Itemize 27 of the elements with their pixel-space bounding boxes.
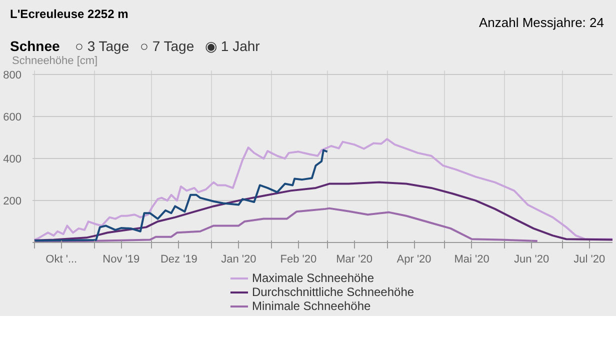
line-series [33, 207, 538, 242]
y-tick-label: 400 [3, 154, 22, 166]
text: ◉ 1 Jahr [205, 37, 260, 56]
legend-label: Minimale Schneehöhe [252, 299, 371, 313]
y-axis-title: Schneehöhe [cm] [12, 54, 98, 69]
x-tick-label: Feb '20 [280, 254, 317, 266]
text: ○ 3 Tage [75, 37, 130, 56]
x-tick-label: Dez '19 [160, 254, 198, 266]
x-tick-label: Apr '20 [396, 254, 432, 266]
text: Anzahl Messjahre: 24 [478, 14, 604, 32]
legend-label: Durchschnittliche Schneehöhe [252, 285, 414, 299]
text: Schnee [10, 37, 60, 56]
chart-title: L'Ecreuleuse 2252 m [10, 6, 128, 23]
x-tick-label: Okt '... [46, 254, 78, 266]
line-series [33, 149, 328, 242]
x-tick-label: Nov '19 [102, 254, 140, 266]
x-tick-label: Mai '20 [454, 254, 490, 266]
text: ○ 7 Tage [140, 37, 194, 56]
line-series [33, 138, 612, 241]
y-tick-label: 200 [3, 196, 22, 208]
x-tick-label: Jul '20 [574, 254, 606, 266]
x-tick-label: Jun '20 [514, 254, 550, 266]
y-tick-label: 600 [3, 112, 22, 124]
x-tick-label: Mar '20 [336, 254, 372, 266]
y-tick-label: 800 [3, 70, 22, 82]
legend-label: Maximale Schneehöhe [252, 271, 374, 285]
x-tick-label: Jan '20 [221, 254, 256, 266]
